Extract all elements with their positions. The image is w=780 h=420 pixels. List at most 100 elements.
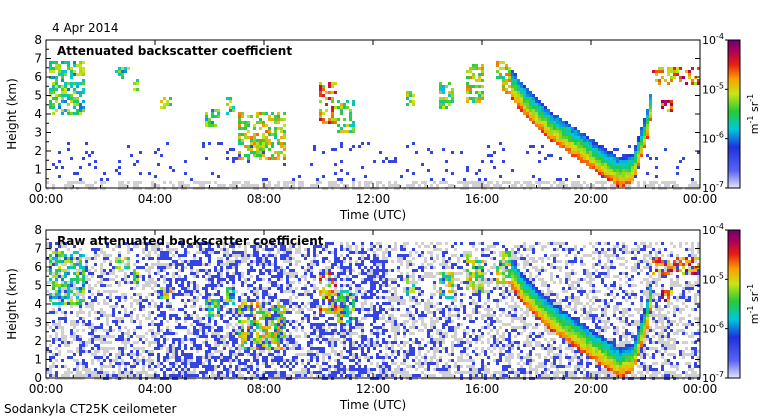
backscatter-cell [514,181,517,184]
backscatter-cell [139,359,142,362]
backscatter-cell [259,260,262,263]
backscatter-cell [49,106,52,109]
backscatter-cell [601,148,604,151]
backscatter-cell [82,296,85,299]
backscatter-cell [307,359,310,362]
backscatter-cell [379,296,382,299]
backscatter-cell [301,347,304,350]
backscatter-cell [352,371,355,374]
backscatter-cell [187,374,190,377]
backscatter-cell [202,371,205,374]
backscatter-cell [334,254,337,257]
backscatter-cell [529,109,532,112]
backscatter-cell [130,356,133,359]
backscatter-cell [55,97,58,100]
backscatter-cell [301,374,304,377]
backscatter-cell [451,172,454,175]
backscatter-cell [322,296,325,299]
backscatter-cell [241,127,244,130]
backscatter-cell [334,368,337,371]
backscatter-cell [241,311,244,314]
backscatter-cell [364,290,367,293]
backscatter-cell [589,142,592,145]
backscatter-cell [520,109,523,112]
backscatter-cell [124,281,127,284]
backscatter-cell [139,326,142,329]
backscatter-cell [289,359,292,362]
backscatter-cell [73,284,76,287]
backscatter-cell [316,302,319,305]
backscatter-cell [526,151,529,154]
backscatter-cell [235,181,238,184]
backscatter-cell [49,67,52,70]
backscatter-cell [298,184,301,187]
backscatter-cell [313,302,316,305]
backscatter-cell [82,88,85,91]
backscatter-cell [604,154,607,157]
backscatter-cell [73,323,76,326]
backscatter-cell [205,284,208,287]
backscatter-cell [343,323,346,326]
backscatter-cell [109,329,112,332]
backscatter-cell [52,163,55,166]
backscatter-cell [211,368,214,371]
backscatter-cell [220,269,223,272]
backscatter-cell [172,362,175,365]
backscatter-cell [91,266,94,269]
backscatter-cell [352,124,355,127]
backscatter-cell [172,308,175,311]
backscatter-cell [88,311,91,314]
backscatter-cell [397,269,400,272]
backscatter-cell [46,290,49,293]
backscatter-cell [316,326,319,329]
backscatter-cell [310,356,313,359]
backscatter-cell [286,284,289,287]
backscatter-cell [367,296,370,299]
backscatter-cell [331,311,334,314]
backscatter-cell [499,184,502,187]
backscatter-cell [496,64,499,67]
backscatter-cell [385,356,388,359]
backscatter-cell [151,329,154,332]
backscatter-cell [658,79,661,82]
backscatter-cell [634,145,637,148]
backscatter-cell [349,320,352,323]
backscatter-cell [607,178,610,181]
backscatter-cell [325,284,328,287]
backscatter-cell [163,287,166,290]
backscatter-cell [115,374,118,377]
backscatter-cell [184,317,187,320]
backscatter-cell [571,145,574,148]
backscatter-cell [556,118,559,121]
backscatter-cell [91,347,94,350]
backscatter-cell [286,335,289,338]
backscatter-cell [235,356,238,359]
backscatter-cell [49,242,52,245]
backscatter-cell [217,245,220,248]
backscatter-cell [241,157,244,160]
backscatter-cell [295,320,298,323]
backscatter-cell [61,88,64,91]
backscatter-cell [85,260,88,263]
backscatter-cell [91,359,94,362]
backscatter-cell [388,320,391,323]
backscatter-cell [256,365,259,368]
backscatter-cell [334,353,337,356]
colorbar-swatch [728,144,740,146]
backscatter-cell [574,148,577,151]
backscatter-cell [364,266,367,269]
backscatter-cell [247,296,250,299]
backscatter-cell [391,296,394,299]
backscatter-cell [139,266,142,269]
backscatter-cell [259,278,262,281]
backscatter-cell [382,296,385,299]
colorbar-swatch [728,170,740,172]
backscatter-cell [319,368,322,371]
backscatter-cell [112,269,115,272]
backscatter-cell [91,275,94,278]
backscatter-cell [118,70,121,73]
backscatter-cell [547,124,550,127]
colorbar-swatch [728,67,740,69]
backscatter-cell [385,257,388,260]
backscatter-cell [178,344,181,347]
